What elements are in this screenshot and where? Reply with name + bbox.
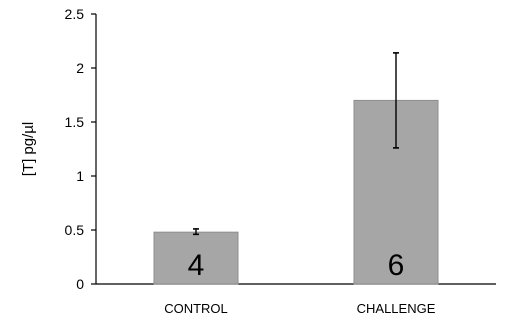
x-category-label: CHALLENGE (357, 301, 436, 316)
bar-count-label: 4 (188, 249, 205, 282)
y-tick-label: 2.5 (65, 6, 85, 22)
y-tick-label: 0.5 (65, 222, 85, 238)
y-tick-label: 0 (76, 276, 84, 292)
y-tick-label: 2 (76, 60, 84, 76)
x-category-label: CONTROL (164, 301, 228, 316)
y-axis-label: [T] pg/µl (20, 122, 37, 177)
error-bars (193, 52, 399, 236)
bar (153, 231, 239, 285)
bar-count-label: 6 (388, 249, 405, 282)
y-axis-label-group: [T] pg/µl (20, 122, 37, 177)
x-category-labels: CONTROL CHALLENGE (164, 301, 435, 316)
y-ticks: 0 0.5 1 1.5 2 2.5 (65, 6, 96, 292)
y-tick-label: 1.5 (65, 114, 85, 130)
y-tick-label: 1 (76, 168, 84, 184)
